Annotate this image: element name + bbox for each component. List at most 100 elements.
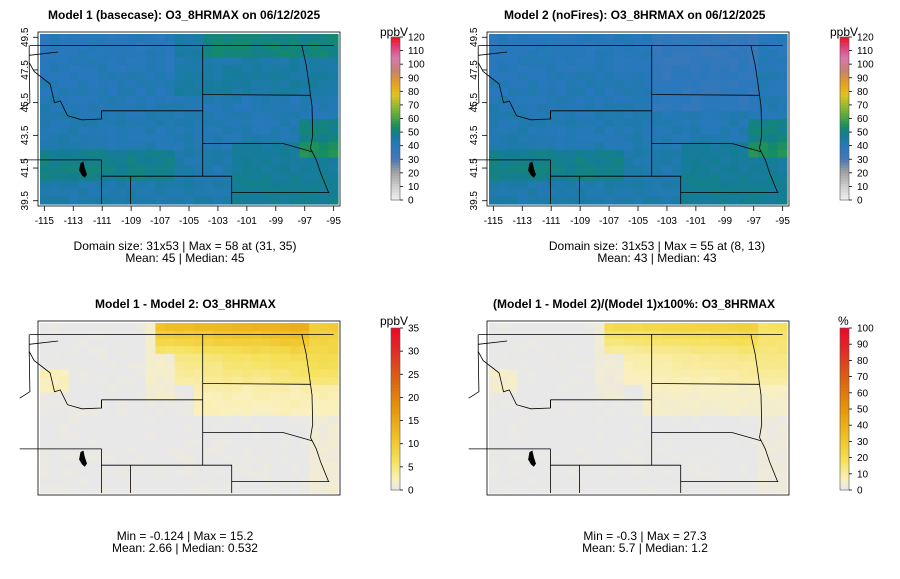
grid-cell xyxy=(318,438,329,448)
grid-cell xyxy=(40,454,51,463)
grid-cell xyxy=(777,361,788,370)
grid-cell xyxy=(107,64,118,74)
grid-cell xyxy=(777,95,788,105)
colorbar-swatch xyxy=(840,123,849,128)
grid-cell xyxy=(174,330,185,339)
grid-cell xyxy=(203,469,214,479)
grid-cell xyxy=(690,34,702,43)
grid-cell xyxy=(97,34,108,43)
grid-cell xyxy=(261,353,272,363)
grid-cell xyxy=(738,103,750,112)
grid-cell xyxy=(489,408,500,417)
grid-cell xyxy=(174,431,185,440)
grid-cell xyxy=(40,72,51,81)
grid-cell xyxy=(88,330,99,339)
grid-cell xyxy=(270,95,281,105)
grid-cell xyxy=(633,196,644,205)
grid-cell xyxy=(299,415,310,424)
grid-cell xyxy=(508,454,519,463)
grid-cell xyxy=(546,188,557,197)
grid-cell xyxy=(777,469,788,479)
grid-cell xyxy=(662,49,673,58)
grid-cell xyxy=(594,423,605,432)
grid-cell xyxy=(49,180,60,190)
colorbar-swatch xyxy=(391,148,400,152)
grid-cell xyxy=(662,400,673,409)
grid-cell xyxy=(623,41,634,50)
grid-cell xyxy=(614,64,625,74)
grid-cell xyxy=(767,392,778,401)
grid-cell xyxy=(165,323,176,332)
grid-cell xyxy=(729,392,740,401)
footer-line1: Min = -0.124 | Max = 15.2 xyxy=(116,529,254,543)
grid-cell xyxy=(309,361,320,370)
grid-cell xyxy=(49,438,60,448)
grid-cell xyxy=(328,57,339,66)
grid-cell xyxy=(546,431,557,440)
grid-cell xyxy=(729,353,740,363)
grid-cell xyxy=(710,134,721,143)
colorbar-swatch xyxy=(391,175,400,179)
grid-cell xyxy=(155,377,166,386)
colorbar-tick-label: 120 xyxy=(857,33,874,44)
grid-cell xyxy=(690,165,702,174)
grid-cell xyxy=(700,134,711,143)
grid-cell xyxy=(251,485,262,494)
grid-cell xyxy=(203,111,214,120)
grid-cell xyxy=(517,392,528,401)
grid-cell xyxy=(767,446,778,455)
grid-cell xyxy=(614,103,625,112)
grid-cell xyxy=(690,485,702,494)
grid-cell xyxy=(508,346,519,355)
grid-cell xyxy=(136,165,147,174)
grid-cell xyxy=(289,323,301,332)
grid-cell xyxy=(565,188,577,197)
grid-cell xyxy=(777,149,788,159)
grid-cell xyxy=(652,408,663,417)
grid-cell xyxy=(165,438,176,448)
colorbar-swatch xyxy=(840,75,849,79)
grid-cell xyxy=(623,188,634,197)
grid-cell xyxy=(681,126,692,135)
grid-cell xyxy=(280,64,291,74)
colorbar-tick-label: 25 xyxy=(408,370,420,381)
grid-cell xyxy=(498,103,509,112)
grid-cell xyxy=(193,384,204,394)
grid-cell xyxy=(193,477,204,486)
state-border xyxy=(651,94,760,96)
colorbar-swatch xyxy=(840,167,849,171)
grid-cell xyxy=(585,188,596,197)
colorbar-swatch xyxy=(840,481,849,486)
colorbar-tick-label: 100 xyxy=(857,324,874,335)
grid-cell xyxy=(280,408,291,417)
grid-cell xyxy=(546,88,557,97)
grid-cell xyxy=(59,330,70,339)
colorbar-swatch xyxy=(840,446,849,450)
grid-cell xyxy=(40,111,51,120)
grid-cell xyxy=(517,369,528,378)
grid-cell xyxy=(623,400,634,409)
grid-cell xyxy=(700,64,711,74)
grid-cell xyxy=(280,165,291,174)
colorbar-swatch xyxy=(391,53,400,57)
colorbar-tick-label: 80 xyxy=(857,356,869,367)
grid-cell xyxy=(59,80,70,89)
grid-cell xyxy=(690,103,702,112)
grid-cell xyxy=(604,111,615,120)
grid-cell xyxy=(68,485,79,494)
grid-cell xyxy=(309,446,320,455)
grid-cell xyxy=(270,34,281,43)
grid-cell xyxy=(78,157,89,166)
grid-cell xyxy=(40,196,51,205)
grid-cell xyxy=(556,338,567,347)
grid-cell xyxy=(155,64,166,74)
grid-cell xyxy=(556,80,567,89)
grid-cell xyxy=(155,119,166,128)
x-tick-label: -107 xyxy=(150,216,170,227)
grid-cell xyxy=(508,377,519,386)
grid-cell xyxy=(537,196,548,205)
grid-cell xyxy=(136,72,147,81)
colorbar-tick-label: 20 xyxy=(857,453,869,464)
grid-cell xyxy=(97,477,108,486)
grid-cell xyxy=(289,415,301,424)
